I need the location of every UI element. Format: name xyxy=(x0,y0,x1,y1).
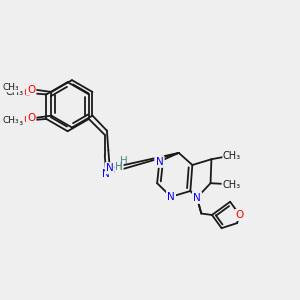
Text: N: N xyxy=(193,193,201,202)
Text: O: O xyxy=(236,210,244,220)
Text: CH₃: CH₃ xyxy=(223,152,241,161)
Text: N: N xyxy=(102,169,110,179)
Text: O: O xyxy=(27,85,35,95)
Text: CH₃: CH₃ xyxy=(5,86,24,97)
Text: O: O xyxy=(23,116,32,125)
Text: N: N xyxy=(156,157,163,166)
Text: N: N xyxy=(156,157,163,166)
Text: N: N xyxy=(167,192,175,202)
Text: H: H xyxy=(115,163,123,172)
Text: O: O xyxy=(27,113,35,123)
Text: CH₃: CH₃ xyxy=(5,117,24,127)
Text: N: N xyxy=(106,163,114,173)
Text: H: H xyxy=(120,156,128,166)
Text: N: N xyxy=(167,192,175,202)
Text: CH₃: CH₃ xyxy=(2,83,19,92)
Text: H: H xyxy=(115,162,123,172)
Text: N: N xyxy=(102,169,110,179)
Text: O: O xyxy=(23,88,32,98)
Text: CH₃: CH₃ xyxy=(222,180,240,190)
Text: CH₃: CH₃ xyxy=(2,116,19,125)
Text: N: N xyxy=(193,193,201,202)
